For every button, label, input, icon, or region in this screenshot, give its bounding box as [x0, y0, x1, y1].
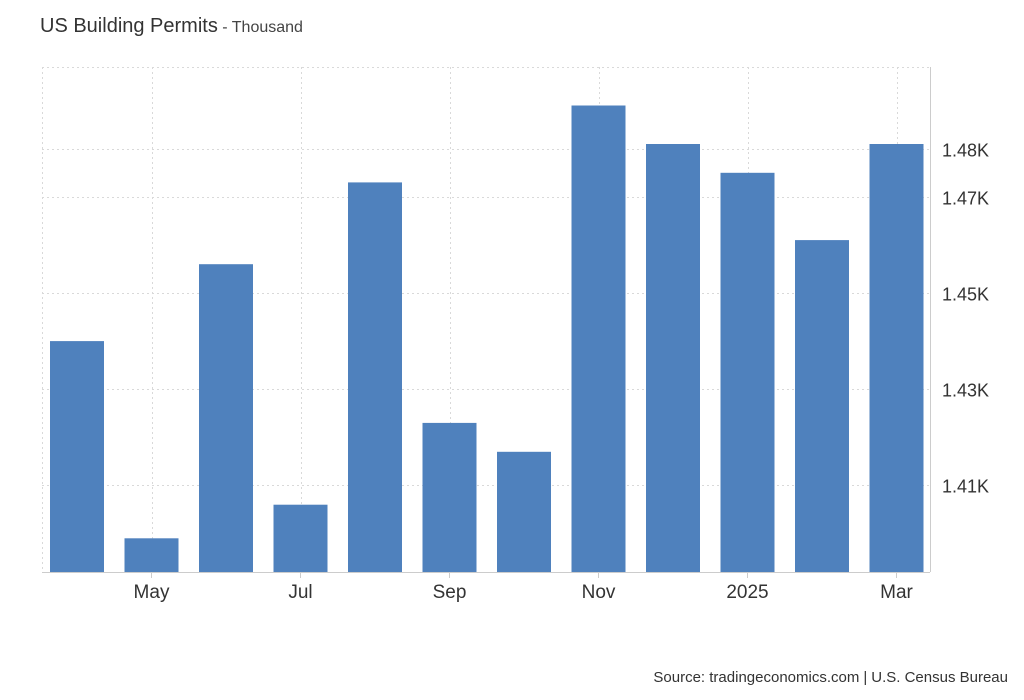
bar-dec: [646, 144, 700, 572]
bars-layer: [50, 105, 924, 573]
x-tick-label: Nov: [582, 582, 616, 603]
x-tick-label: Jul: [288, 582, 312, 603]
bar-jun: [199, 264, 253, 572]
bar-nov: [571, 105, 626, 572]
x-tick-label: May: [134, 582, 170, 603]
bar-2025: [720, 172, 775, 573]
bar-sep: [422, 422, 477, 572]
bar-oct: [497, 451, 551, 572]
y-tick-label: 1.47K: [942, 189, 989, 209]
y-tick-label: 1.45K: [942, 285, 989, 305]
y-tick-label: 1.41K: [942, 477, 989, 497]
y-tick-label: 1.43K: [942, 381, 989, 401]
source-text: Source: tradingeconomics.com: [653, 669, 860, 686]
bar-mar: [869, 144, 924, 572]
source-divider: |: [863, 669, 868, 686]
axis-layer: [42, 67, 931, 578]
bar-feb: [795, 240, 849, 572]
x-tick-label: Mar: [880, 582, 913, 603]
chart-title: US Building Permits - Thousand: [40, 15, 303, 38]
chart-title-text: US Building Permits: [40, 15, 218, 37]
bar-apr: [50, 341, 104, 572]
source-publisher: U.S. Census Bureau: [871, 669, 1008, 686]
x-tick-label: 2025: [726, 582, 768, 603]
bar-aug: [348, 182, 402, 572]
y-tick-label: 1.48K: [942, 141, 989, 161]
x-tick-label: Sep: [433, 582, 467, 603]
title-separator: -: [217, 19, 232, 36]
labels-layer: 1.41K 1.43K 1.45K 1.47K 1.48K May Jul Sep Nov 202…: [134, 141, 990, 604]
bar-may: [124, 538, 179, 572]
bar-jul: [273, 504, 328, 572]
source-note: Source: tradingeconomics.com | U.S. Census…: [653, 669, 1008, 686]
chart-subtitle: Thousand: [231, 19, 303, 36]
